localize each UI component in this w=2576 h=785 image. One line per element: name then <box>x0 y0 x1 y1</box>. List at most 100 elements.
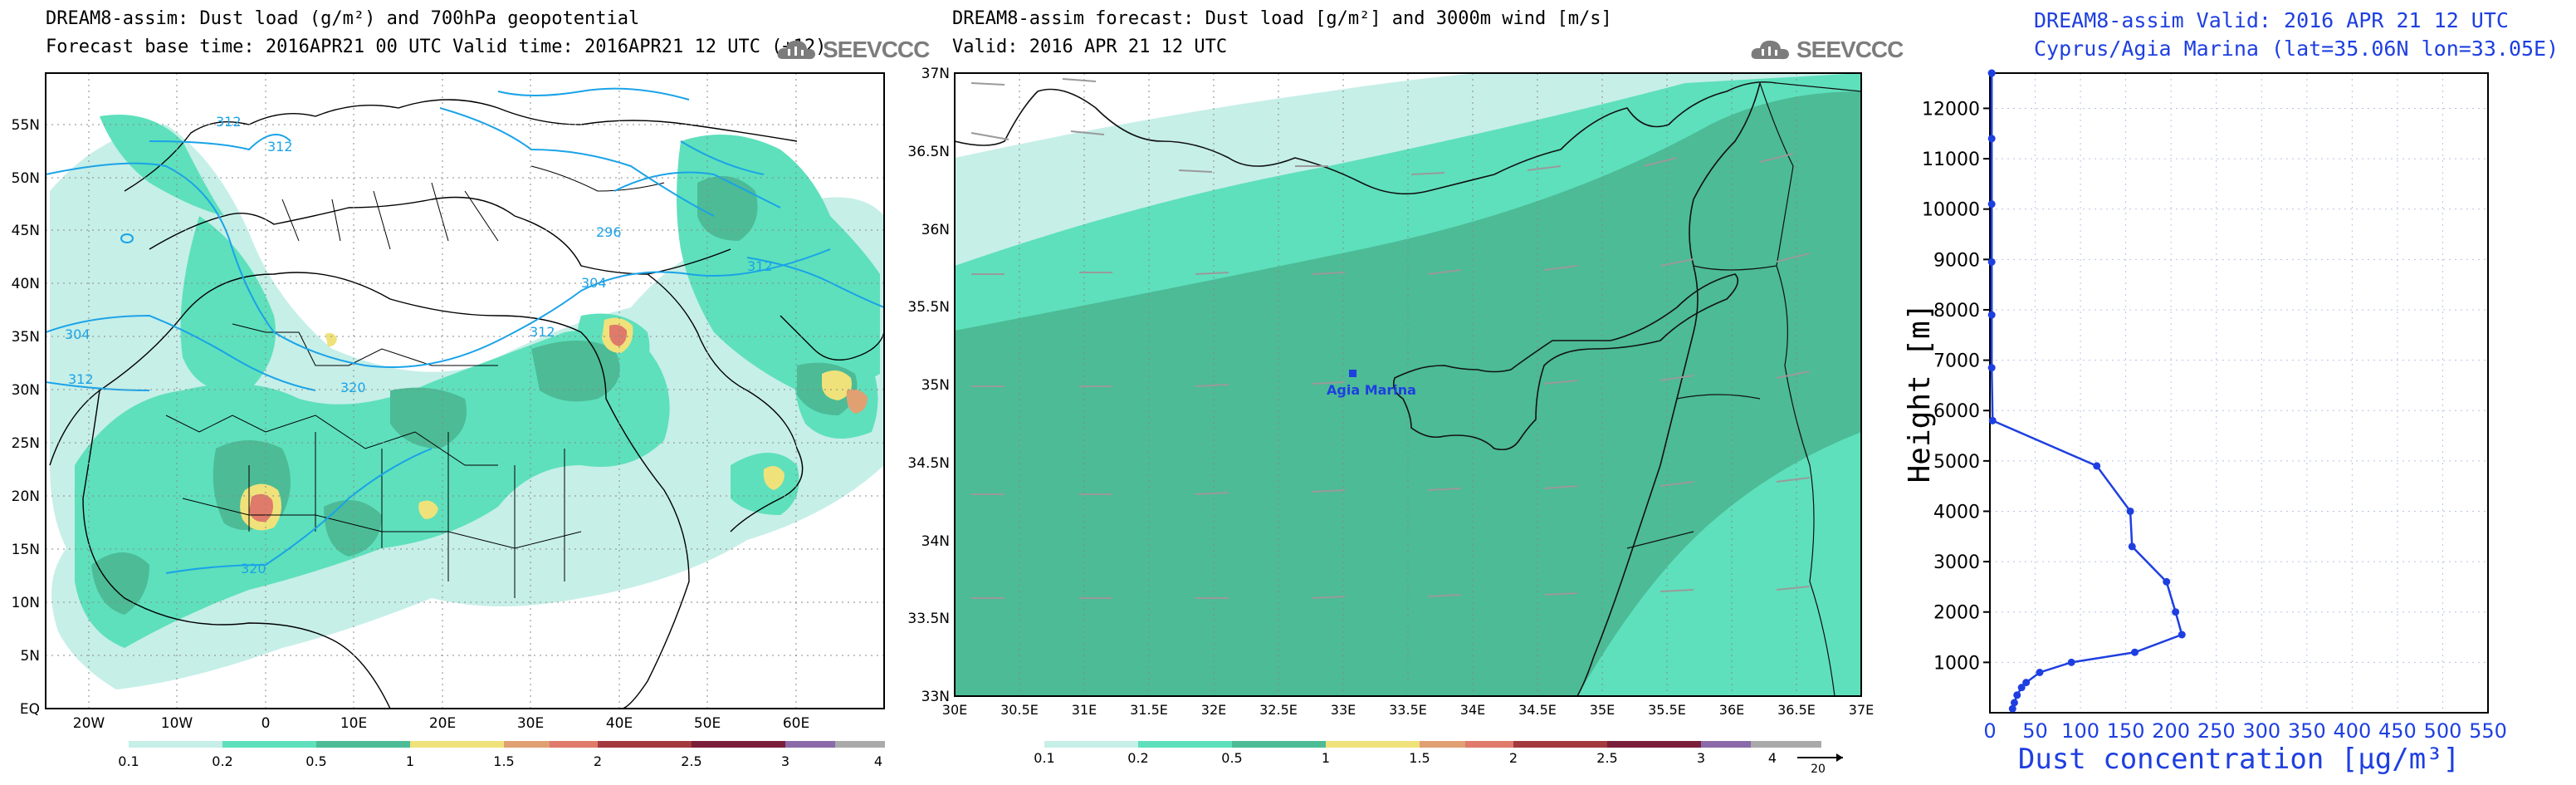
lon-label: 35E <box>1590 702 1615 718</box>
colorbar-label: 2 <box>594 753 602 769</box>
lon-label: 0 <box>262 715 271 732</box>
mid-colorbar-labels: 0.1 0.2 0.5 1 1.5 2 2.5 3 4 <box>1034 750 1777 766</box>
colorbar-label: 0.1 <box>1034 750 1054 766</box>
y-tick-label: 2000 <box>1933 603 1980 624</box>
profile-point <box>2036 668 2044 676</box>
lon-label: 30.5E <box>1000 702 1039 718</box>
x-tick-label: 350 <box>2288 719 2326 743</box>
profile-point <box>1988 416 1997 424</box>
colorbar-label: 2.5 <box>1596 750 1617 766</box>
x-tick-label: 200 <box>2152 719 2190 743</box>
colorbar-label: 1.5 <box>1409 750 1430 766</box>
y-tick-label: 10000 <box>1922 200 1980 221</box>
left-geopotential-contours <box>46 87 884 574</box>
y-tick-label: 3000 <box>1933 552 1980 573</box>
contour-label: 296 <box>596 224 622 240</box>
lon-label: 60E <box>783 715 809 732</box>
lon-label: 36E <box>1719 702 1744 718</box>
profile-grid <box>1989 73 2489 713</box>
contour-label: 304 <box>581 275 607 291</box>
colorbar-label: 2 <box>1509 750 1518 766</box>
profile-point <box>2017 684 2026 692</box>
lat-label: 30N <box>12 382 40 399</box>
x-tick-label: 150 <box>2107 719 2145 743</box>
profile-point <box>2126 507 2134 515</box>
profile-point <box>1987 69 1996 77</box>
lat-label: EQ <box>20 701 40 718</box>
station-label: Agia Marina <box>1327 382 1416 398</box>
profile-frame <box>1989 72 2489 714</box>
mid-coastlines <box>955 81 1861 696</box>
contour-label: 312 <box>530 324 555 340</box>
contour-label: 320 <box>241 561 266 576</box>
x-tick-label: 100 <box>2061 719 2099 743</box>
lat-label: 20N <box>12 488 40 505</box>
lat-label: 36N <box>921 222 950 238</box>
lat-label: 5N <box>20 648 40 665</box>
lat-label: 34.5N <box>907 455 950 472</box>
lat-label: 55N <box>12 117 40 134</box>
profile-point <box>2010 699 2018 707</box>
profile-x-axis-label: Dust concentration [μg/m³] <box>2018 743 2460 776</box>
lat-label: 40N <box>12 276 40 292</box>
lat-label: 35N <box>921 377 950 394</box>
lat-label: 15N <box>12 542 40 558</box>
lat-label: 35.5N <box>907 299 950 316</box>
x-tick-label: 300 <box>2242 719 2280 743</box>
profile-point <box>1987 311 1996 319</box>
station-marker <box>1349 370 1356 377</box>
lon-label: 32.5E <box>1259 702 1298 718</box>
profile-point <box>2163 577 2171 586</box>
lon-label: 10W <box>161 715 193 732</box>
y-tick-label: 6000 <box>1933 401 1980 422</box>
left-colorbar <box>129 741 885 748</box>
profile-point <box>2178 630 2186 639</box>
contour-label: 304 <box>65 326 90 342</box>
lon-label: 36.5E <box>1777 702 1816 718</box>
mid-wind-vectors <box>970 78 1811 599</box>
mid-lon-labels: 30E 30.5E 31E 31.5E 32E 32.5E 33E 33.5E … <box>942 702 1874 718</box>
x-tick-label: 250 <box>2197 719 2236 743</box>
colorbar-label: 1 <box>1322 750 1330 766</box>
lon-label: 34.5E <box>1518 702 1557 718</box>
colorbar-label: 3 <box>781 753 789 769</box>
x-tick-label: 500 <box>2424 719 2462 743</box>
y-tick-label: 7000 <box>1933 351 1980 372</box>
left-lon-labels: 20W 10W 0 10E 20E 30E 40E 50E 60E <box>73 715 809 732</box>
lat-label: 33.5N <box>907 611 950 627</box>
contour-label: 312 <box>216 114 242 130</box>
colorbar-label: 1 <box>406 753 414 769</box>
x-tick-label: 550 <box>2469 719 2507 743</box>
lon-label: 37E <box>1849 702 1874 718</box>
left-lat-labels: 55N 50N 45N 40N 35N 30N 25N 20N 15N 10N … <box>12 117 40 718</box>
profile-x-ticks: 0 50 100 150 200 250 300 350 400 450 500 550 <box>1983 719 2507 743</box>
left-map-subtitle: Forecast base time: 2016APR21 00 UTC Val… <box>46 37 827 57</box>
lon-label: 32E <box>1201 702 1226 718</box>
profile-point <box>2093 462 2101 470</box>
colorbar-label: 4 <box>874 753 882 769</box>
lon-label: 30E <box>942 702 967 718</box>
profile-series <box>1987 69 2186 713</box>
seevccc-logo: SEEVCCC <box>1750 37 1904 63</box>
logo-text: SEEVCCC <box>823 37 930 62</box>
lat-label: 37N <box>921 66 950 82</box>
lat-label: 25N <box>12 435 40 452</box>
colorbar-label: 4 <box>1768 750 1777 766</box>
lon-label: 33.5E <box>1389 702 1427 718</box>
left-contour-labels: 312 312 304 304 296 312 320 312 312 320 <box>65 114 773 576</box>
profile-point <box>2022 679 2031 687</box>
cloud-icon <box>1751 40 1789 60</box>
left-colorbar-labels: 0.1 0.2 0.5 1 1.5 2 2.5 3 4 <box>118 753 882 769</box>
mid-map-title: DREAM8-assim forecast: Dust load [g/m²] … <box>952 8 1612 29</box>
contour-label: 312 <box>747 258 773 274</box>
colorbar-label: 0.5 <box>1221 750 1242 766</box>
lat-label: 33N <box>921 689 950 705</box>
profile-point <box>2172 608 2180 616</box>
left-dust-field <box>50 115 884 689</box>
profile-point <box>2131 648 2139 656</box>
lon-label: 50E <box>694 715 721 732</box>
lon-label: 34E <box>1460 702 1485 718</box>
colorbar-label: 0.2 <box>1127 750 1148 766</box>
profile-point <box>1987 364 1996 372</box>
profile-point <box>1987 135 1996 143</box>
